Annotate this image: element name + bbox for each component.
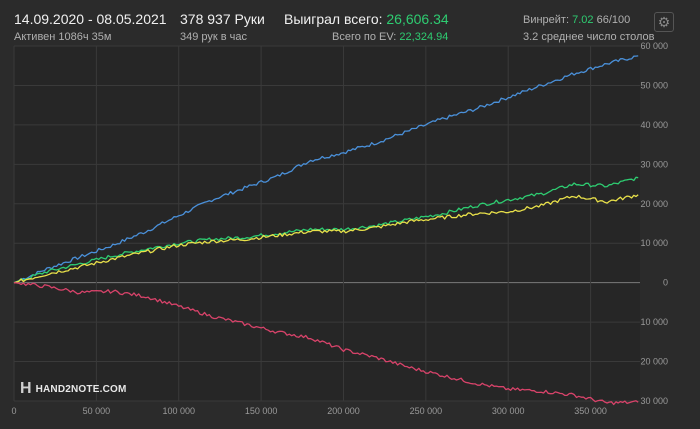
series-lines: [13, 55, 639, 406]
winrate-value: 7.02: [572, 14, 594, 26]
y-tick-label: 10 000: [640, 317, 668, 327]
x-tick-label: 100 000: [162, 406, 195, 416]
hand2note-logo: H HAND2NOTE.COM: [20, 380, 127, 398]
won-total-label: Выиграл всего:: [284, 11, 383, 27]
y-tick-label: 30 000: [640, 396, 668, 406]
series-line-green: [13, 176, 639, 284]
x-tick-label: 350 000: [574, 406, 607, 416]
hands-count: 378 937 Руки: [180, 11, 265, 27]
active-time: Активен 1086ч 35м: [14, 31, 112, 43]
x-tick-label: 0: [11, 406, 16, 416]
y-tick-label: 40 000: [640, 120, 668, 130]
y-tick-label: 60 000: [640, 41, 668, 51]
series-line-blue: [13, 55, 639, 284]
winrate-label: Винрейт:: [523, 14, 570, 26]
x-tick-label: 200 000: [327, 406, 360, 416]
plot-area: [14, 46, 640, 401]
avg-tables: 3.2 среднее число столов: [523, 31, 655, 43]
stats-header: 14.09.2020 - 08.05.2021 Активен 1086ч 35…: [0, 0, 700, 46]
series-line-red: [13, 282, 639, 406]
won-total: Выиграл всего: 26,606.34: [284, 11, 449, 27]
y-tick-label: 0: [663, 278, 668, 288]
y-tick-label: 20 000: [640, 357, 668, 367]
hands-per-hour: 349 рук в час: [180, 31, 248, 43]
y-tick-label: 20 000: [640, 199, 668, 209]
logo-mark-icon: H: [20, 380, 32, 397]
settings-gear-icon[interactable]: ⚙: [654, 12, 674, 32]
date-range: 14.09.2020 - 08.05.2021: [14, 11, 167, 27]
y-tick-label: 30 000: [640, 159, 668, 169]
ev-total-value: 22,324.94: [399, 31, 449, 43]
logo-text: HAND2NOTE.COM: [35, 383, 127, 395]
won-total-value: 26,606.34: [386, 11, 449, 27]
x-axis-ticks: 0 50 000 100 000 150 000 200 000 250 000 300 0…: [11, 406, 606, 416]
y-tick-label: 50 000: [640, 80, 668, 90]
y-axis-ticks: 30 000 20 000 10 000 0 10 000 20 000 30 000 40 …: [640, 41, 668, 406]
x-tick-label: 250 000: [410, 406, 443, 416]
ev-total-label: Всего по EV:: [332, 31, 397, 43]
winrate: Винрейт: 7.02 66/100: [523, 14, 630, 26]
x-tick-label: 150 000: [245, 406, 278, 416]
ev-total: Всего по EV: 22,324.94: [332, 31, 448, 43]
series-line-yellow: [13, 194, 639, 284]
x-tick-label: 50 000: [83, 406, 111, 416]
winrate-rest: 66/100: [596, 14, 631, 26]
x-tick-label: 300 000: [492, 406, 525, 416]
grid-lines: [13, 45, 640, 402]
y-tick-label: 10 000: [640, 238, 668, 248]
